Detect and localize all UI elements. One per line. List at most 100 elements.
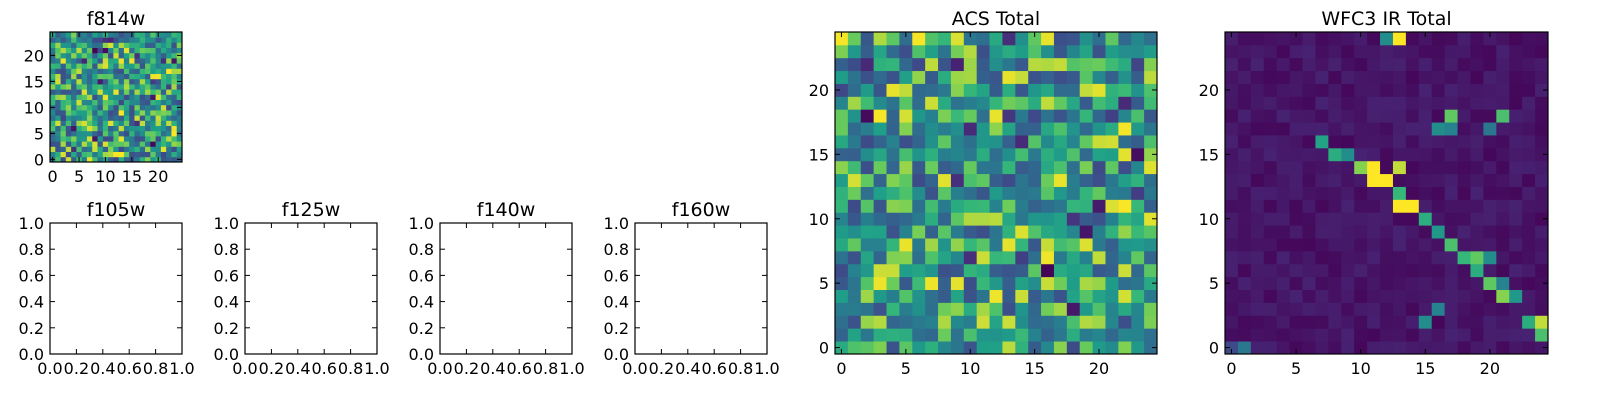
heatmap-cell xyxy=(1483,96,1497,110)
heatmap-cell xyxy=(1496,147,1510,162)
heatmap-cell xyxy=(1535,109,1549,123)
heatmap-cell xyxy=(97,110,104,116)
heatmap-cell xyxy=(1483,32,1497,46)
heatmap-cell xyxy=(1092,83,1106,97)
heatmap-cell xyxy=(1079,57,1093,72)
heatmap-cell xyxy=(1028,122,1042,136)
heatmap-cell xyxy=(1315,328,1329,342)
heatmap-cell xyxy=(1066,263,1081,278)
heatmap-cell xyxy=(1522,302,1536,316)
heatmap-cell xyxy=(1002,173,1016,187)
heatmap-cell xyxy=(1444,341,1458,355)
heatmap-cell xyxy=(963,250,978,265)
heatmap-cell xyxy=(925,276,939,290)
heatmap-cell xyxy=(938,135,952,149)
heatmap-cell xyxy=(912,341,926,355)
heatmap-cell xyxy=(1405,315,1420,329)
heatmap-cell xyxy=(1418,109,1433,123)
heatmap-cell xyxy=(1522,32,1536,46)
heatmap-cell xyxy=(86,151,93,158)
heatmap-cell xyxy=(129,73,135,80)
heatmap-cell xyxy=(1263,57,1278,72)
heatmap-cell xyxy=(1392,160,1407,175)
heatmap-cell xyxy=(166,94,172,100)
heatmap-cell xyxy=(1392,199,1407,213)
heatmap-cell xyxy=(1328,57,1342,72)
heatmap-cell xyxy=(86,78,93,85)
heatmap-cell xyxy=(150,89,156,95)
heatmap-cell xyxy=(1002,276,1016,290)
heatmap-cell xyxy=(1522,70,1536,84)
heatmap-cell xyxy=(166,42,172,48)
heatmap-cell xyxy=(176,120,183,126)
heatmap-cell xyxy=(65,151,72,158)
heatmap-cell xyxy=(92,68,98,74)
heatmap-cell xyxy=(1041,315,1055,329)
heatmap-cell xyxy=(1315,147,1329,162)
heatmap-cell xyxy=(835,315,849,329)
heatmap-cell xyxy=(1367,173,1381,187)
heatmap-cell xyxy=(1041,341,1055,355)
heatmap-cell xyxy=(1341,199,1355,213)
heatmap-cell xyxy=(118,151,125,158)
heatmap-cell xyxy=(899,315,913,329)
heatmap-cell xyxy=(1118,70,1132,84)
heatmap-cell xyxy=(81,63,88,69)
heatmap-cell xyxy=(139,42,146,48)
heatmap-cell xyxy=(1509,263,1523,278)
heatmap-cell xyxy=(1522,186,1536,200)
heatmap-cell xyxy=(60,146,67,152)
heatmap-cell xyxy=(134,94,141,100)
heatmap-cell xyxy=(81,58,88,64)
y-tick-label: 1.0 xyxy=(19,214,44,233)
heatmap-cell xyxy=(1053,109,1068,123)
heatmap-cell xyxy=(1066,186,1081,200)
heatmap-cell xyxy=(1431,32,1446,46)
heatmap-cell xyxy=(1341,186,1355,200)
heatmap-cell xyxy=(1418,135,1433,149)
heatmap-cell xyxy=(1405,109,1420,123)
heatmap-cell xyxy=(1118,173,1132,187)
heatmap-cell xyxy=(123,110,130,116)
heatmap-cell xyxy=(102,37,109,43)
heatmap-cell xyxy=(1053,44,1068,59)
heatmap-cell xyxy=(1118,238,1132,252)
heatmap-cell xyxy=(134,78,141,85)
heatmap-cell xyxy=(912,328,926,342)
heatmap-cell xyxy=(860,32,875,46)
heatmap-cell xyxy=(963,44,978,59)
heatmap-cell xyxy=(1509,328,1523,342)
heatmap-cell xyxy=(76,42,83,48)
heatmap-cell xyxy=(899,57,913,72)
heatmap-cell xyxy=(123,130,130,137)
heatmap-cell xyxy=(123,120,130,126)
heatmap-cell xyxy=(1053,302,1068,316)
heatmap-cell xyxy=(1315,122,1329,136)
heatmap-cell xyxy=(55,115,61,121)
heatmap-cell xyxy=(835,302,849,316)
heatmap-cell xyxy=(1263,302,1278,316)
heatmap-cell xyxy=(50,151,56,158)
heatmap-cell xyxy=(134,32,141,38)
heatmap-cell xyxy=(1470,315,1484,329)
heatmap-cell xyxy=(1028,186,1042,200)
heatmap-cell xyxy=(1444,225,1458,239)
heatmap-cell xyxy=(145,32,151,38)
heatmap-cell xyxy=(1535,276,1549,290)
heatmap-cell xyxy=(60,68,67,74)
heatmap-cell xyxy=(1380,289,1394,303)
heatmap-cell xyxy=(1470,289,1484,303)
heatmap-cell xyxy=(1131,135,1145,149)
heatmap-cell xyxy=(1118,135,1132,149)
heatmap-cell xyxy=(1041,276,1055,290)
heatmap-cell xyxy=(1392,315,1407,329)
heatmap-cell xyxy=(134,115,141,121)
x-tick-label: 0.6 xyxy=(506,359,531,378)
chart-title: f125w xyxy=(282,199,341,221)
heatmap-cell xyxy=(1144,96,1158,110)
heatmap-cell xyxy=(1431,199,1446,213)
heatmap-cell xyxy=(1118,315,1132,329)
heatmap-cell xyxy=(1496,135,1510,149)
heatmap-cell xyxy=(92,136,98,142)
heatmap-cell xyxy=(118,94,125,100)
